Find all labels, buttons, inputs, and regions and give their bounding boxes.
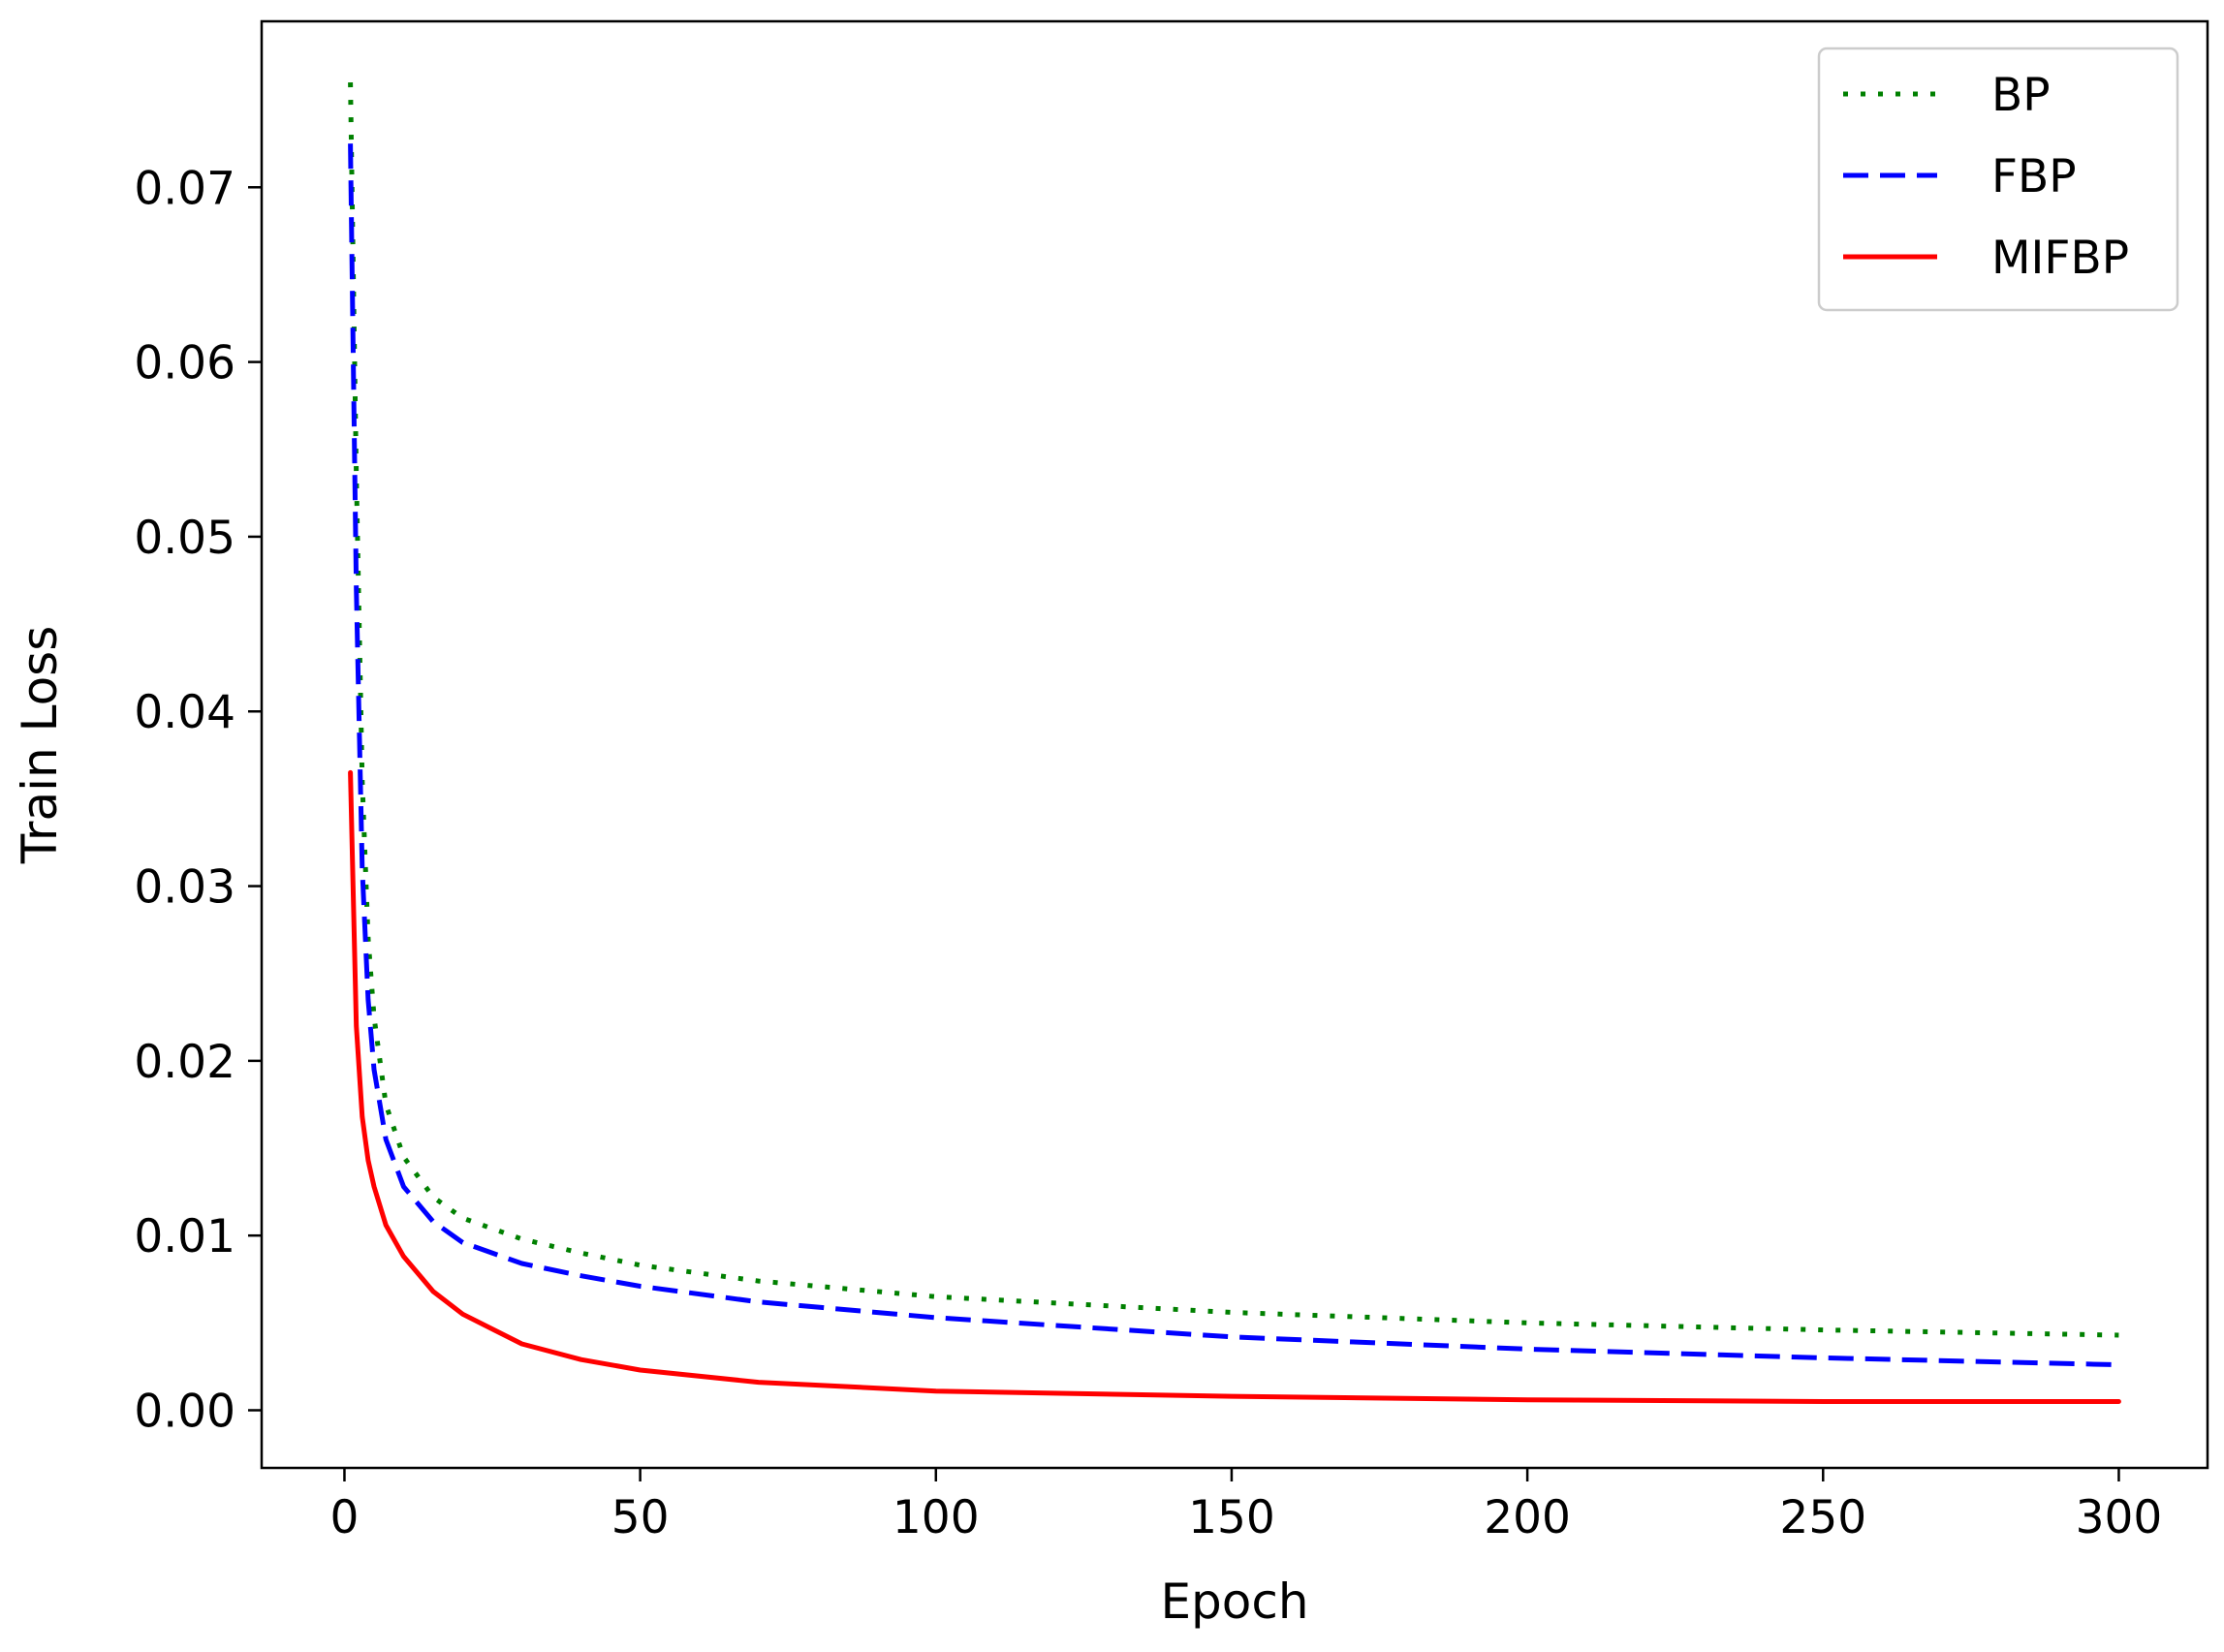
y-tick-label: 0.02	[134, 1036, 235, 1089]
x-tick-label: 200	[1484, 1491, 1571, 1544]
series-line-fbp	[348, 143, 2119, 1368]
x-tick-label: 250	[1779, 1491, 1866, 1544]
legend-label-bp: BP	[1991, 69, 2051, 122]
y-axis-label: Train Loss	[12, 626, 68, 865]
legend-box	[1817, 47, 2179, 312]
x-tick-label: 100	[893, 1491, 980, 1544]
y-axis-ticks: 0.00 0.01 0.02 0.03 0.04 0.05 0.06 0.07	[134, 162, 262, 1438]
x-tick-label: 50	[611, 1491, 670, 1544]
x-axis-ticks: 0 50 100 150 200 250 300	[329, 1468, 2162, 1544]
x-tick-label: 150	[1188, 1491, 1275, 1544]
y-tick-label: 0.04	[134, 686, 235, 739]
series-line-mifbp	[348, 769, 2121, 1404]
y-tick-label: 0.05	[134, 512, 235, 565]
y-tick-label: 0.06	[134, 337, 235, 390]
legend: BP FBP MIFBP	[1817, 47, 2179, 312]
legend-label-mifbp: MIFBP	[1991, 232, 2129, 285]
plot-frame	[260, 19, 2209, 1470]
y-tick-label: 0.00	[134, 1385, 235, 1438]
series-layer	[348, 82, 2121, 1404]
x-tick-label: 0	[329, 1491, 359, 1544]
legend-label-fbp: FBP	[1991, 150, 2077, 203]
x-axis-label: Epoch	[1160, 1574, 1308, 1630]
y-tick-label: 0.03	[134, 861, 235, 915]
x-tick-label: 300	[2076, 1491, 2163, 1544]
series-line-bp	[348, 82, 2119, 1338]
y-tick-label: 0.07	[134, 162, 235, 215]
y-tick-label: 0.01	[134, 1210, 235, 1263]
